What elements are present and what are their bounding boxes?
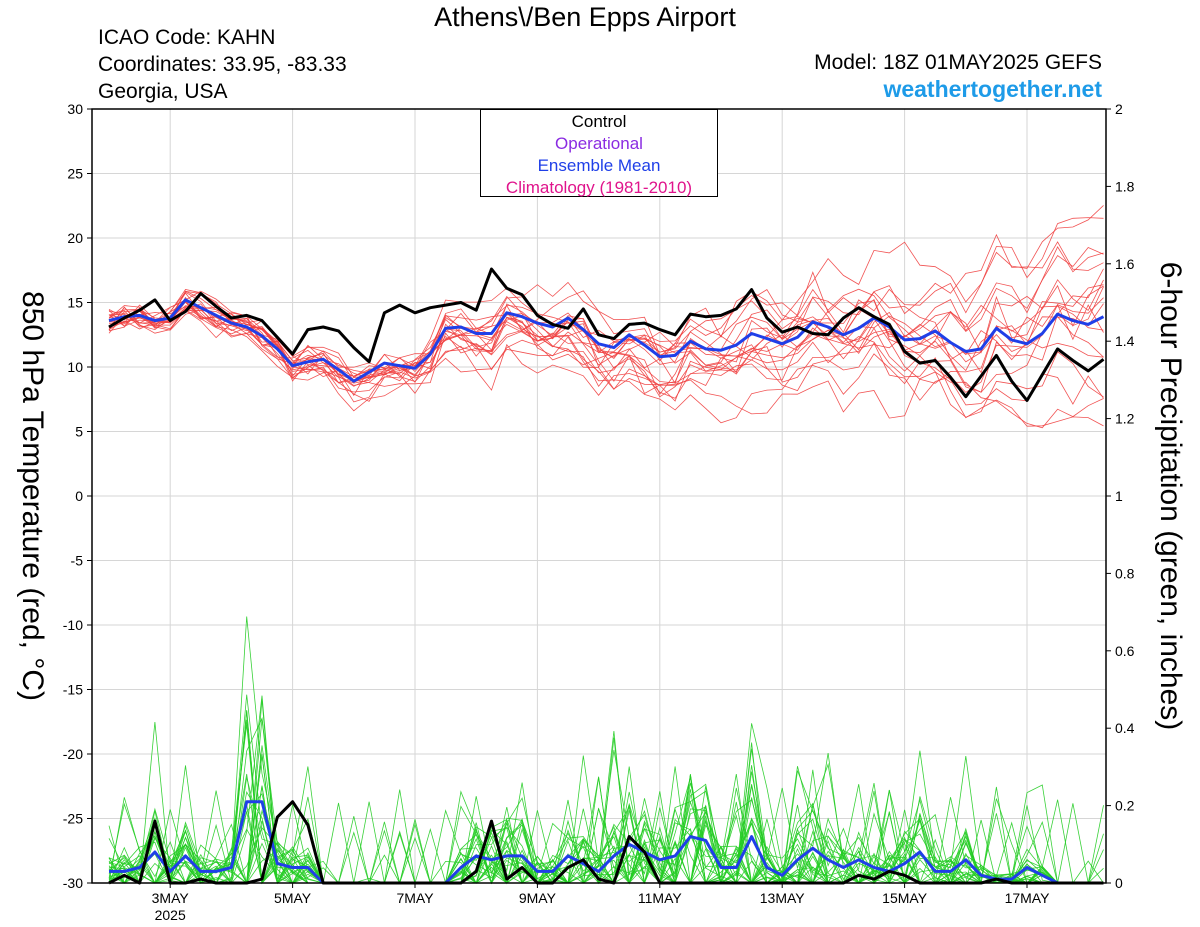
y-left-tick-label: 0 <box>75 488 83 504</box>
y-axis-right-label: 6-hour Precipitation (green, inches) <box>1154 261 1187 731</box>
y-left-tick-label: -15 <box>63 682 83 698</box>
x-tick-label: 11MAY <box>638 890 682 906</box>
temp-member-line <box>108 233 1104 399</box>
legend-climatology: Climatology (1981-2010) <box>505 178 693 197</box>
y-left-tick-label: -20 <box>63 746 83 762</box>
temp-member-line <box>108 271 1104 406</box>
y-left-tick-label: 30 <box>67 101 83 117</box>
x-tick-label: 3MAY <box>152 890 190 906</box>
coordinates: Coordinates: 33.95, -83.33 <box>98 53 347 76</box>
precip-ensemble-mean-line <box>109 800 1104 885</box>
y-right-tick-label: 1.8 <box>1115 178 1135 194</box>
y-left-tick-label: 15 <box>67 295 83 311</box>
y-left-tick-label: 25 <box>67 166 83 182</box>
icao-code: ICAO Code: KAHN <box>98 26 276 49</box>
legend-ensemble-mean: Ensemble Mean <box>537 156 661 175</box>
legend-operational: Operational <box>555 134 643 153</box>
temp-member-line <box>108 305 1104 384</box>
chart-title: Athens\/Ben Epps Airport <box>434 2 736 32</box>
x-tick-label: 5MAY <box>274 890 312 906</box>
x-tick-label: 13MAY <box>760 890 806 906</box>
x-tick-label: 15MAY <box>882 890 928 906</box>
legend-control: Control <box>571 112 627 131</box>
y-left-tick-label: -30 <box>63 875 83 891</box>
x-tick-label: 9MAY <box>519 890 557 906</box>
site-link[interactable]: weathertogether.net <box>883 76 1102 102</box>
y-right-tick-label: 1.2 <box>1115 411 1135 427</box>
y-right-tick-label: 2 <box>1115 101 1123 117</box>
y-left-tick-label: -10 <box>63 617 83 633</box>
model-run: Model: 18Z 01MAY2025 GEFS <box>814 51 1102 74</box>
y-right-tick-label: 1 <box>1115 488 1123 504</box>
legend: Control Operational Ensemble Mean Climat… <box>480 109 718 197</box>
y-left-tick-label: -25 <box>63 811 83 827</box>
y-left-tick-label: 20 <box>67 230 83 246</box>
precip-member-line <box>108 730 1104 884</box>
y-axis-left-label: 850 hPa Temperature (red, °C) <box>16 291 49 701</box>
temp-ensemble-mean-line <box>108 298 1105 383</box>
temp-member-line <box>108 303 1104 401</box>
y-left-tick-label: 10 <box>67 359 83 375</box>
x-tick-label: 7MAY <box>396 890 434 906</box>
y-right-tick-label: 1.6 <box>1115 256 1135 272</box>
y-right-tick-label: 0 <box>1115 875 1123 891</box>
precip-member-line <box>108 777 1104 885</box>
precip-member-line <box>108 785 1104 885</box>
y-right-tick-label: 0.4 <box>1115 720 1135 736</box>
precip-member-line <box>108 717 1104 885</box>
y-right-tick-label: 0.2 <box>1115 798 1135 814</box>
temp-control-line <box>108 267 1105 402</box>
precip-member-line <box>108 748 1104 884</box>
x-year-label: 2025 <box>155 907 186 923</box>
temp-member-line <box>108 268 1104 382</box>
y-left-tick-label: 5 <box>75 424 83 440</box>
region: Georgia, USA <box>98 80 228 103</box>
temp-member-line <box>108 205 1104 375</box>
temp-member-line <box>108 284 1104 382</box>
temp-member-line <box>108 301 1104 429</box>
temp-member-line <box>108 247 1104 383</box>
x-tick-label: 17MAY <box>1005 890 1051 906</box>
y-right-tick-label: 0.6 <box>1115 643 1135 659</box>
y-right-tick-label: 1.4 <box>1115 333 1135 349</box>
y-right-tick-label: 0.8 <box>1115 565 1135 581</box>
precip-member-line <box>108 765 1104 885</box>
y-left-tick-label: -5 <box>71 553 84 569</box>
